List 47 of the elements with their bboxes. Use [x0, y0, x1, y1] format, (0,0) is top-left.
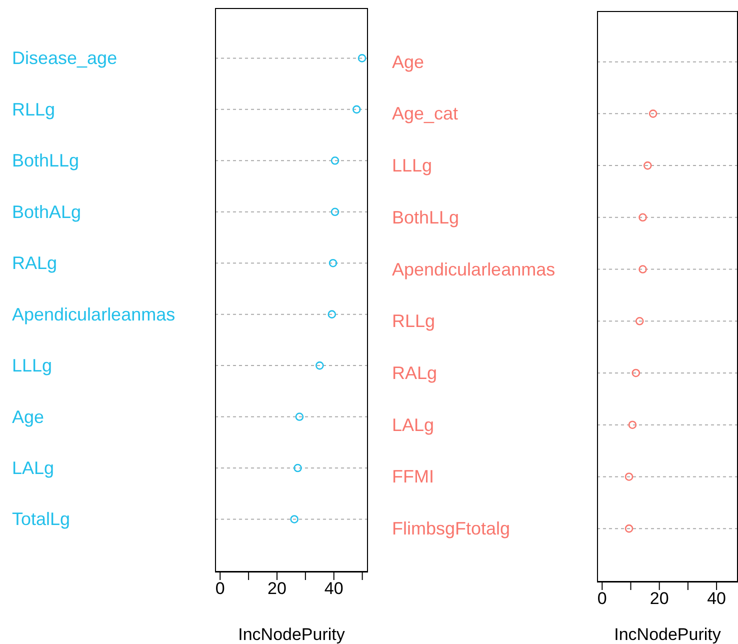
y-tick-label: LLLg — [392, 156, 432, 176]
y-tick-label: LLLg — [12, 356, 52, 376]
x-tick-label: 40 — [324, 579, 344, 598]
y-tick-label: FlimbsgFtotalg — [392, 518, 510, 539]
point — [330, 156, 340, 165]
point — [330, 208, 340, 216]
y-tick-label: Apendicularleanmas — [12, 304, 176, 324]
y-tick-label: BothLLg — [392, 207, 460, 228]
y-tick-label: Age — [12, 406, 44, 427]
y-tick-label: Age_cat — [392, 104, 458, 124]
point — [624, 472, 634, 481]
y-tick-label: LALg — [12, 458, 54, 478]
y-tick-label: Age — [392, 52, 424, 72]
x-tick-label: 0 — [597, 589, 607, 608]
point — [358, 54, 366, 62]
point — [628, 420, 637, 430]
y-tick-label: TotalLg — [12, 509, 70, 530]
x-tick-label: 20 — [650, 589, 669, 608]
point — [635, 316, 644, 326]
y-tick-label: RLLg — [392, 311, 436, 332]
point — [295, 412, 304, 421]
point — [638, 265, 647, 274]
point — [294, 464, 302, 472]
y-tick-label: Apendicularleanmas — [392, 259, 556, 280]
y-tick-label: RALg — [392, 362, 438, 383]
point — [648, 110, 658, 118]
point — [632, 368, 640, 378]
y-tick-label: RLLg — [12, 99, 56, 120]
x-tick-label: 20 — [268, 579, 286, 598]
point — [643, 161, 652, 170]
x-axis-title: IncNodePurity — [238, 625, 346, 644]
y-tick-label: LALg — [392, 414, 434, 435]
y-tick-label: FFMI — [392, 466, 434, 487]
y-tick-label: Disease_age — [12, 48, 118, 68]
point — [328, 310, 336, 318]
point — [624, 524, 634, 533]
point — [352, 105, 361, 114]
point — [328, 258, 338, 268]
point — [638, 213, 647, 222]
point — [290, 515, 298, 524]
x-tick-label: 40 — [707, 589, 726, 608]
x-tick-label: 0 — [215, 579, 225, 598]
x-axis-title: IncNodePurity — [614, 625, 722, 644]
y-tick-label: BothALg — [12, 202, 82, 222]
point — [316, 361, 324, 370]
y-tick-label: RALg — [12, 253, 58, 274]
y-tick-label: BothLLg — [12, 150, 80, 171]
